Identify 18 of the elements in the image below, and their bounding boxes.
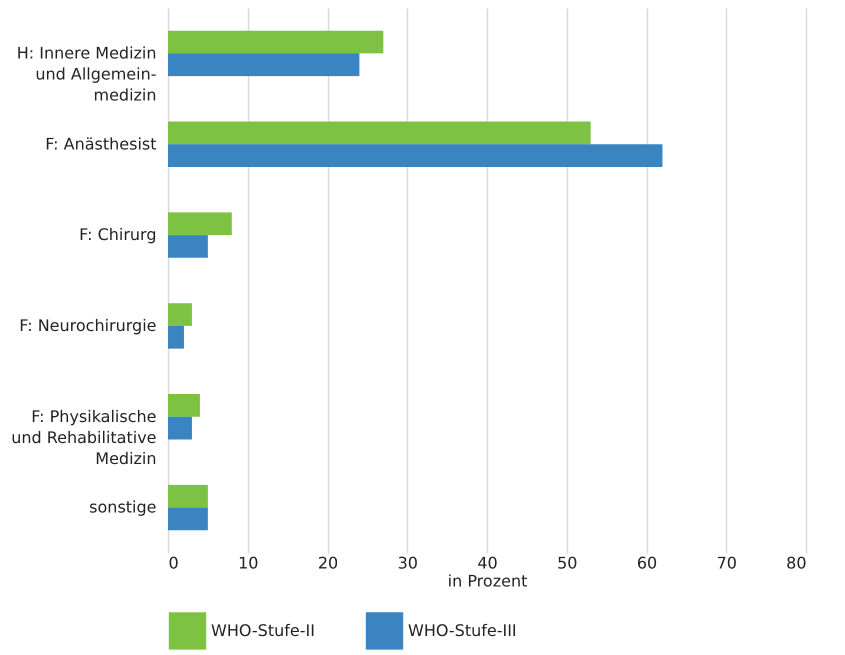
x-axis-title: in Prozent	[448, 572, 528, 590]
x-tick-label: 80	[786, 554, 806, 572]
x-tick-label: 0	[168, 554, 179, 572]
x-tick-label: 60	[636, 554, 658, 572]
x-tick-label: 40	[477, 554, 498, 572]
legend-label: WHO-Stufe-II	[211, 620, 315, 640]
x-tick-label: 10	[238, 554, 258, 572]
legend-label: WHO-Stufe-III	[408, 620, 517, 640]
y-tick-label: F: Neurochirurgie	[19, 316, 156, 335]
y-tick-label: F: Physikalische und Rehabilitative Medizin	[11, 406, 156, 468]
x-tick-label: 30	[398, 554, 418, 572]
y-tick-label: F: Chirurg	[79, 225, 156, 244]
y-tick-label: H: Innere Medizin und Allgemein- medizin	[16, 43, 156, 104]
x-tick-label: 20	[318, 554, 338, 572]
x-tick-label: 70	[716, 554, 737, 572]
x-tick-label: 50	[557, 554, 578, 572]
y-tick-label: sonstige	[89, 498, 156, 517]
y-tick-label: F: Anästhesist	[45, 134, 156, 154]
